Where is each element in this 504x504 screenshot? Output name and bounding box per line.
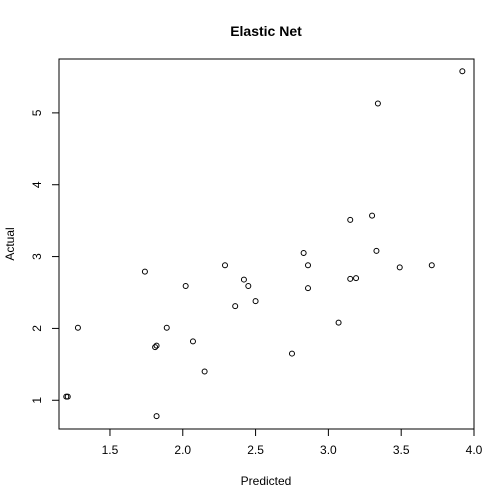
data-point <box>373 247 380 254</box>
data-point <box>252 298 259 305</box>
data-point <box>240 276 247 283</box>
data-point <box>305 285 311 292</box>
y-tick-label: 5 <box>30 109 44 116</box>
data-point <box>347 216 354 223</box>
data-point <box>335 319 342 326</box>
y-axis: 1 2 3 4 5 <box>30 109 60 404</box>
x-tick-label: 4.0 <box>466 443 483 457</box>
data-point <box>369 212 376 219</box>
x-tick-label: 1.5 <box>102 443 119 457</box>
data-point <box>245 283 252 290</box>
data-point <box>374 100 381 107</box>
x-axis: 1.5 2.0 2.5 3.0 3.5 4.0 <box>102 428 483 457</box>
y-tick-label: 3 <box>30 253 44 260</box>
x-tick-label: 3.0 <box>320 443 337 457</box>
data-point <box>189 338 196 345</box>
data-point <box>222 262 228 269</box>
data-point <box>64 393 71 400</box>
x-tick-label: 3.5 <box>393 443 410 457</box>
data-point <box>152 344 159 351</box>
data-point <box>153 342 160 349</box>
data-point <box>396 264 403 271</box>
y-tick-label: 1 <box>30 397 44 404</box>
data-point <box>353 275 360 282</box>
data-point <box>288 350 295 357</box>
chart-title: Elastic Net <box>230 23 302 39</box>
x-axis-label: Predicted <box>241 474 292 488</box>
data-points <box>63 68 466 420</box>
x-tick-label: 2.0 <box>174 443 191 457</box>
data-point <box>182 283 189 290</box>
data-point <box>428 262 435 269</box>
data-point <box>459 68 466 75</box>
data-point <box>305 262 311 269</box>
data-point <box>163 324 170 331</box>
data-point <box>347 275 354 282</box>
data-point <box>74 324 81 331</box>
y-tick-label: 2 <box>30 325 44 332</box>
data-point <box>153 413 160 420</box>
plot-frame <box>58 58 475 430</box>
data-point <box>300 249 307 256</box>
data-point <box>201 368 208 375</box>
x-tick-label: 2.5 <box>247 443 264 457</box>
data-point <box>141 268 148 275</box>
y-tick-label: 4 <box>30 181 44 188</box>
data-point <box>232 303 239 310</box>
y-axis-label: Actual <box>3 227 17 260</box>
